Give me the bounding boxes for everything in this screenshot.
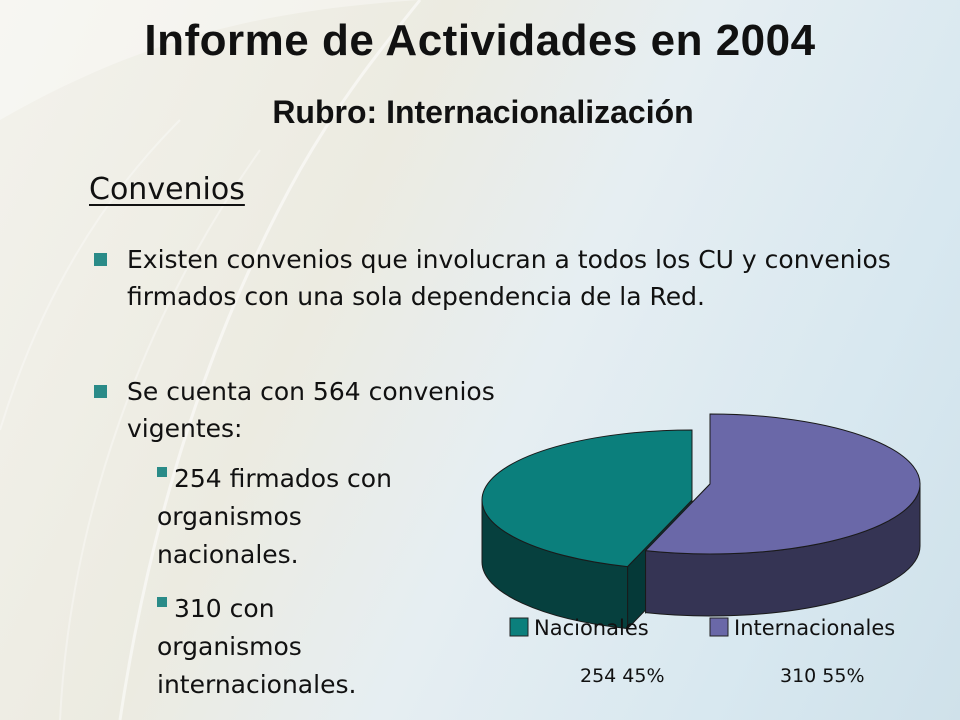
- pie-chart: Nacionales 254 45% Internacionales 310 55%: [481, 413, 921, 687]
- slice-value-label: 254 45%: [580, 665, 665, 687]
- sub-bullet-text: 310 con organismos internacionales.: [157, 594, 357, 699]
- bullet-text: Existen convenios que involucran a todos…: [127, 245, 891, 311]
- sub-bullet-text: 254 firmados con organismos nacionales.: [157, 464, 392, 569]
- slide-title: Informe de Actividades en 2004: [144, 16, 816, 65]
- bullet-item: Existen convenios que involucran a todos…: [94, 241, 927, 315]
- sub-bullet-item: 310 con organismos internacionales.: [157, 590, 427, 704]
- slide-subtitle: Rubro: Internacionalización: [272, 94, 694, 130]
- section-heading: Convenios: [89, 172, 245, 207]
- square-bullet-icon: [94, 253, 107, 266]
- pie-slice-internacionales: [644, 413, 921, 617]
- small-square-bullet-icon: [157, 467, 167, 477]
- legend-swatch: [509, 617, 529, 637]
- pie-slice-top: [481, 429, 693, 568]
- small-square-bullet-icon: [157, 597, 167, 607]
- legend-label: Internacionales: [734, 616, 895, 640]
- legend-label: Nacionales: [534, 616, 649, 640]
- bullet-item: Se cuenta con 564 convenios vigentes:: [94, 373, 607, 447]
- square-bullet-icon: [94, 385, 107, 398]
- sub-bullet-item: 254 firmados con organismos nacionales.: [157, 460, 417, 574]
- legend-swatch: [709, 617, 729, 637]
- slice-value-label: 310 55%: [780, 665, 865, 687]
- bullet-text: Se cuenta con 564 convenios vigentes:: [127, 377, 495, 443]
- pie-slice-top: [644, 413, 921, 555]
